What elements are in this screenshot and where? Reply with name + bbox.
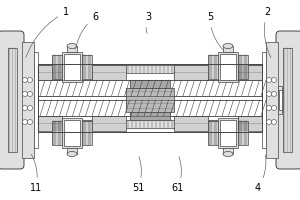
Bar <box>38 65 62 80</box>
Circle shape <box>266 92 272 97</box>
Text: 51: 51 <box>132 157 144 193</box>
Bar <box>38 80 262 96</box>
Text: 4: 4 <box>255 155 266 193</box>
Circle shape <box>272 77 277 82</box>
Bar <box>218 118 238 148</box>
Bar <box>22 42 34 158</box>
Bar <box>174 65 208 80</box>
FancyBboxPatch shape <box>276 31 300 169</box>
Text: 6: 6 <box>75 12 98 49</box>
Text: 61: 61 <box>172 157 184 193</box>
Circle shape <box>28 119 32 124</box>
Bar <box>52 121 62 145</box>
Bar <box>238 116 262 131</box>
Bar <box>67 148 77 154</box>
Ellipse shape <box>223 152 233 156</box>
Circle shape <box>28 92 32 97</box>
Circle shape <box>28 77 32 82</box>
Ellipse shape <box>67 44 77 48</box>
Bar <box>38 116 62 131</box>
Text: 2: 2 <box>264 7 271 58</box>
Bar <box>38 64 262 132</box>
Bar <box>62 52 82 82</box>
Bar <box>279 90 282 110</box>
Bar <box>238 55 248 79</box>
Bar <box>238 121 248 145</box>
Text: 1: 1 <box>26 7 69 57</box>
Bar <box>38 65 262 73</box>
Circle shape <box>266 77 272 82</box>
Ellipse shape <box>223 44 233 48</box>
Bar <box>220 120 236 146</box>
Bar <box>208 121 218 145</box>
Bar <box>283 48 292 152</box>
Bar <box>218 52 238 82</box>
Bar <box>220 54 236 80</box>
Circle shape <box>272 119 277 124</box>
Bar <box>34 52 38 148</box>
Bar <box>64 120 80 146</box>
Bar <box>8 48 17 152</box>
Bar <box>38 120 262 128</box>
Text: 3: 3 <box>145 12 151 33</box>
Circle shape <box>22 119 28 124</box>
Bar <box>126 88 174 112</box>
Bar <box>266 42 278 158</box>
Bar <box>223 46 233 52</box>
Ellipse shape <box>67 152 77 156</box>
Text: 11: 11 <box>30 154 42 193</box>
Bar <box>62 118 82 148</box>
Circle shape <box>22 77 28 82</box>
Bar <box>38 100 262 116</box>
Circle shape <box>272 106 277 110</box>
Bar <box>82 55 92 79</box>
Circle shape <box>28 106 32 110</box>
Circle shape <box>266 119 272 124</box>
Bar <box>130 80 170 88</box>
Bar <box>130 112 170 120</box>
Text: 5: 5 <box>207 12 223 50</box>
Bar <box>262 52 266 148</box>
Bar <box>67 46 77 52</box>
Circle shape <box>22 106 28 110</box>
Bar <box>64 54 80 80</box>
Bar <box>82 121 92 145</box>
Bar <box>278 86 282 114</box>
Bar <box>238 65 262 80</box>
Bar <box>52 55 62 79</box>
Bar <box>223 148 233 154</box>
Bar <box>208 55 218 79</box>
Circle shape <box>272 92 277 97</box>
Bar <box>174 116 208 131</box>
Circle shape <box>266 106 272 110</box>
Circle shape <box>22 92 28 97</box>
FancyBboxPatch shape <box>0 31 24 169</box>
Bar <box>92 65 126 80</box>
Bar <box>92 116 126 131</box>
